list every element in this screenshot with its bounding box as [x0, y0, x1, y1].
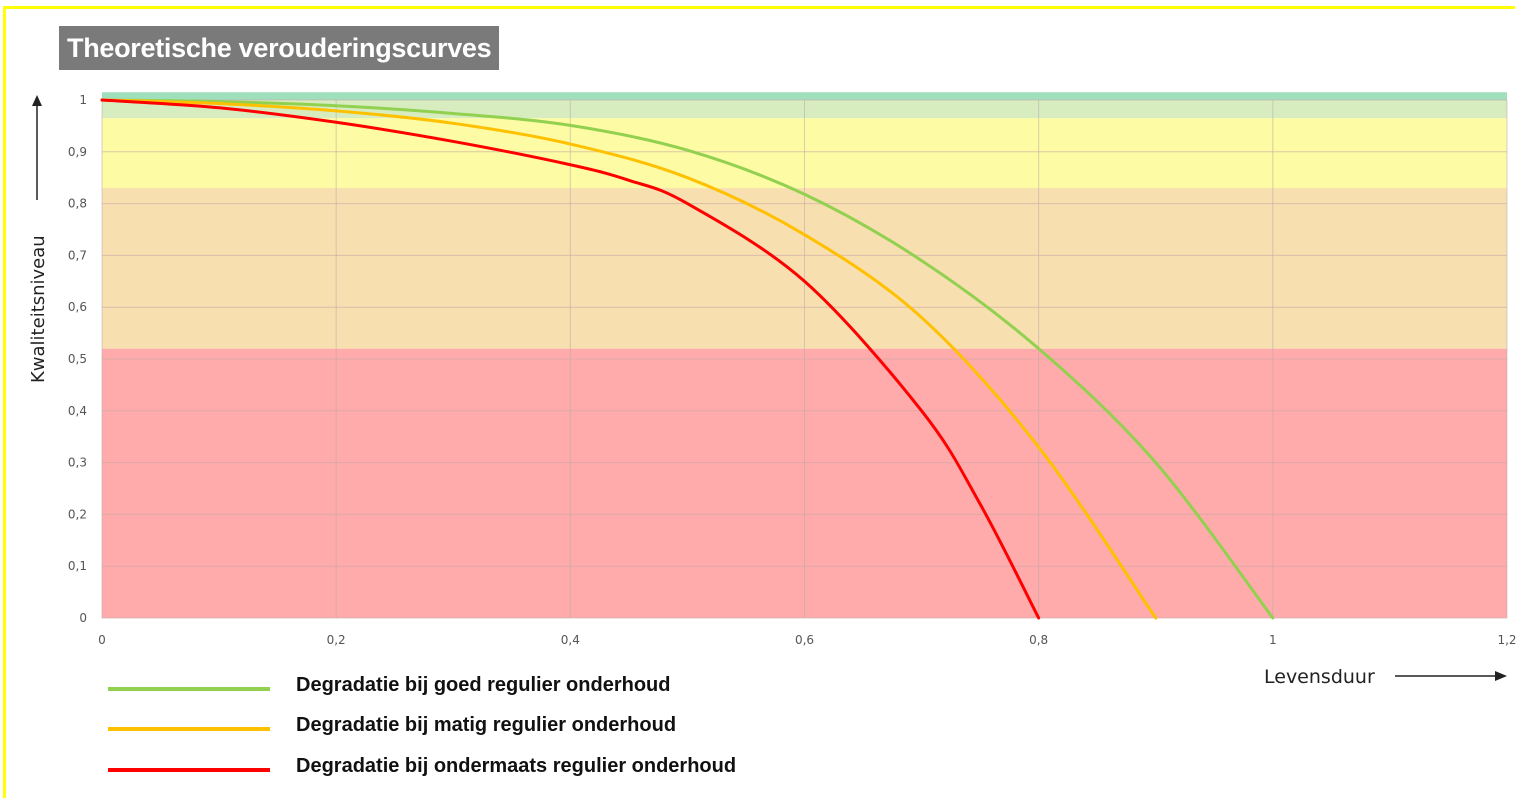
x-axis-arrowhead: [1495, 671, 1507, 681]
tick-labels: 0 0,1 0,2 0,3 0,4 0,5 0,6 0,7 0,8 0,9 1 0 0,2 0,4 0,6 0…: [68, 93, 1517, 647]
legend-swatch-ondermaats: [108, 768, 270, 772]
x-tick-label: 0: [98, 633, 106, 647]
chart-title: Theoretische verouderingscurves: [59, 26, 500, 70]
y-tick-label: 0,6: [68, 300, 87, 314]
chart-frame: [3, 6, 1515, 798]
y-tick-label: 0,7: [68, 248, 87, 262]
y-tick-label: 0: [79, 611, 87, 625]
gridlines: [101, 99, 1508, 619]
x-tick-label: 0,2: [327, 633, 346, 647]
y-tick-label: 0,3: [68, 456, 87, 470]
y-tick-label: 0,1: [68, 559, 87, 573]
series-line-goed: [100, 98, 1275, 620]
y-tick-label: 0,2: [68, 507, 87, 521]
legend-label-matig: Degradatie bij matig regulier onderhoud: [296, 714, 677, 736]
x-tick-label: 1,2: [1497, 633, 1516, 647]
x-axis-label: Levensduur: [1264, 666, 1375, 688]
y-tick-label: 1: [79, 93, 87, 107]
y-axis-label: Kwaliteitsniveau: [28, 235, 49, 383]
series-lines: [100, 98, 1275, 620]
series-line-matig: [100, 98, 1158, 620]
x-tick-label: 0,8: [1029, 633, 1048, 647]
y-tick-label: 0,4: [68, 404, 87, 418]
x-tick-label: 0,4: [561, 633, 580, 647]
legend-swatch-goed: [108, 687, 270, 691]
x-tick-label: 0,6: [795, 633, 814, 647]
y-tick-label: 0,9: [68, 145, 87, 159]
series-line-ondermaats: [100, 98, 1041, 620]
y-tick-label: 0,8: [68, 197, 87, 211]
y-axis-arrowhead: [32, 95, 42, 106]
y-tick-label: 0,5: [68, 352, 87, 366]
band-4: [102, 92, 1507, 100]
legend-swatch-matig: [108, 727, 270, 731]
legend-label-goed: Degradatie bij goed regulier onderhoud: [296, 674, 671, 696]
axis-titles: Kwaliteitsniveau Levensduur: [28, 95, 1507, 688]
x-tick-label: 1: [1269, 633, 1277, 647]
legend-label-ondermaats: Degradatie bij ondermaats regulier onder…: [296, 755, 737, 777]
